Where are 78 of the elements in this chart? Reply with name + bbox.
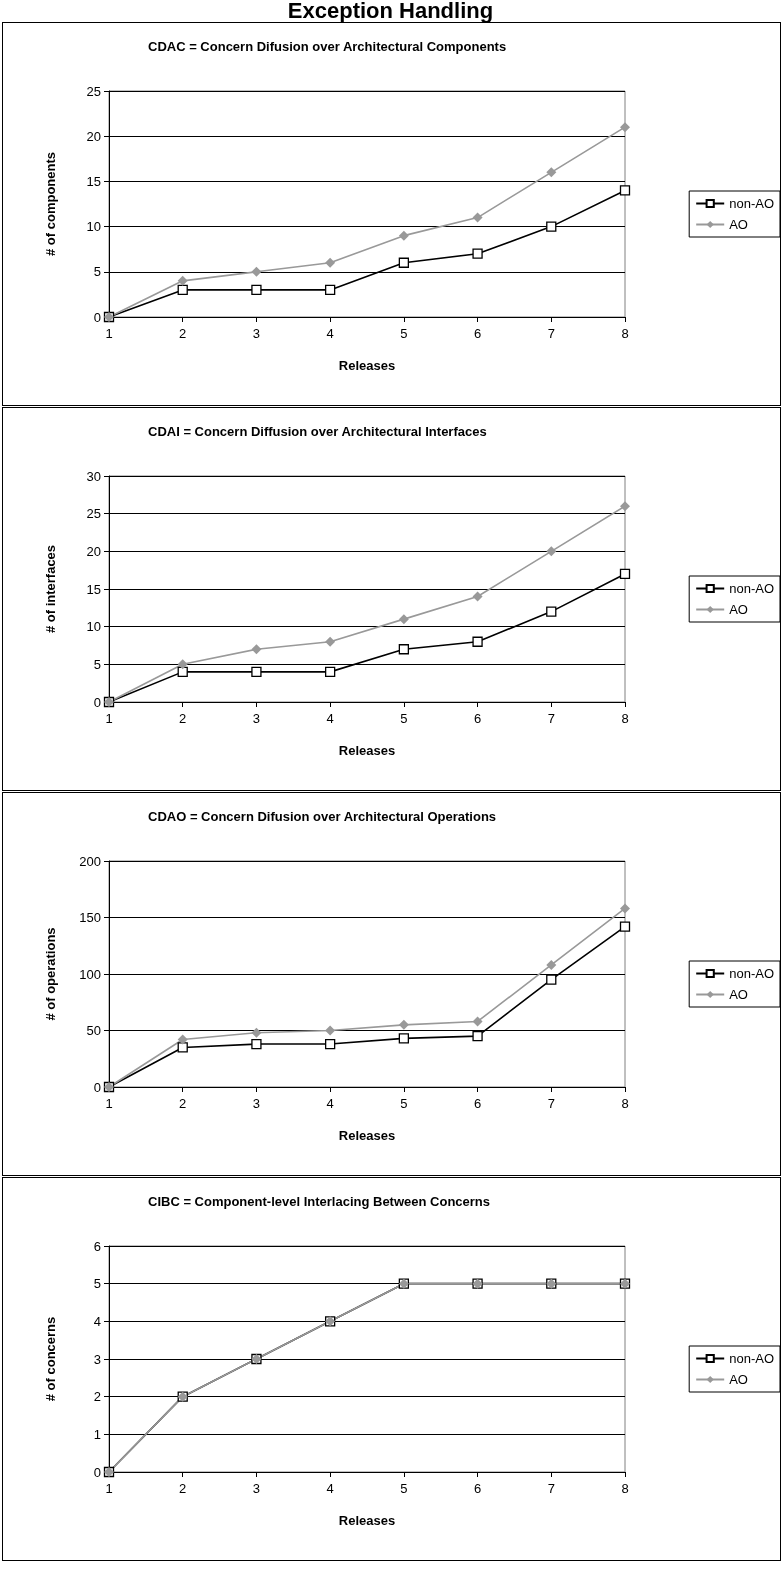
y-tick-label: 10 — [86, 219, 101, 235]
x-tick-label: 7 — [547, 1096, 555, 1111]
x-tick-label: 2 — [179, 326, 187, 341]
chart-title: CDAI = Concern Diffusion over Architectural Interfaces — [148, 424, 487, 439]
legend-label: non-AO — [729, 966, 775, 981]
y-tick-label: 25 — [86, 83, 101, 99]
x-tick-label: 7 — [547, 711, 555, 726]
y-tick-label: 5 — [93, 1276, 101, 1292]
y-tick-label: 15 — [86, 581, 101, 597]
x-tick-label: 5 — [400, 1481, 408, 1496]
chart-title: CDAC = Concern Difusion over Architectural Components — [148, 39, 507, 54]
y-tick-label: 6 — [93, 1238, 101, 1254]
y-tick-label: 5 — [93, 264, 101, 280]
x-tick-label: 8 — [621, 1481, 629, 1496]
y-axis-title: # of interfaces — [43, 544, 58, 634]
y-axis-title: # of components — [43, 151, 58, 257]
y-tick-label: 50 — [86, 1023, 101, 1038]
x-tick-label: 4 — [326, 326, 334, 341]
x-tick-label: 3 — [252, 1481, 261, 1496]
x-tick-label: 4 — [326, 1096, 334, 1111]
y-tick-label: 10 — [86, 619, 101, 635]
x-tick-label: 5 — [400, 711, 408, 726]
y-tick-label: 5 — [93, 656, 101, 672]
legend-label: AO — [729, 987, 748, 1002]
x-tick-label: 3 — [252, 1096, 261, 1111]
y-tick-label: 4 — [93, 1313, 101, 1329]
y-tick-label: 0 — [93, 694, 101, 710]
y-tick-label: 20 — [86, 128, 101, 144]
y-tick-label: 100 — [79, 966, 101, 982]
x-tick-label: 4 — [326, 1481, 334, 1496]
x-tick-label: 7 — [547, 326, 555, 341]
y-tick-label: 150 — [79, 910, 101, 925]
x-tick-label: 2 — [179, 711, 187, 726]
y-tick-label: 20 — [86, 543, 101, 559]
y-tick-label: 3 — [93, 1351, 101, 1367]
x-tick-label: 1 — [105, 711, 113, 726]
x-tick-label: 1 — [105, 1096, 113, 1111]
x-tick-label: 7 — [547, 1481, 555, 1496]
y-tick-label: 0 — [93, 1079, 101, 1095]
x-tick-label: 1 — [105, 1481, 113, 1496]
y-tick-label: 30 — [86, 468, 101, 484]
y-tick-label: 25 — [86, 506, 101, 522]
legend-label: non-AO — [729, 581, 775, 596]
y-tick-label: 200 — [79, 853, 101, 869]
x-tick-label: 3 — [252, 326, 261, 341]
x-tick-label: 6 — [473, 711, 482, 726]
y-axis-title: # of operations — [43, 927, 58, 1021]
y-axis-title: # of concerns — [43, 1316, 58, 1402]
x-tick-label: 1 — [105, 326, 113, 341]
chart-title: CDAO = Concern Difusion over Architectural Operations — [148, 809, 497, 824]
x-tick-label: 8 — [621, 326, 629, 341]
y-tick-label: 0 — [93, 1464, 101, 1480]
x-tick-label: 8 — [621, 711, 629, 726]
text: Exception Handling — [286, 0, 495, 24]
y-tick-label: 0 — [93, 309, 101, 325]
y-tick-label: 15 — [86, 173, 101, 189]
y-tick-label: 2 — [93, 1389, 101, 1405]
y-tick-label: 1 — [93, 1426, 101, 1442]
x-axis-title: Releases — [338, 743, 396, 758]
x-tick-label: 8 — [621, 1096, 629, 1111]
x-tick-label: 6 — [473, 1096, 482, 1111]
x-tick-label: 4 — [326, 711, 334, 726]
x-tick-label: 2 — [179, 1096, 187, 1111]
x-tick-label: 3 — [252, 711, 261, 726]
legend-label: non-AO — [729, 1351, 775, 1366]
legend-label: AO — [729, 217, 748, 232]
chart-title: CIBC = Component-level Interlacing Between Concerns — [148, 1194, 491, 1209]
x-tick-label: 5 — [400, 1096, 408, 1111]
x-tick-label: 2 — [179, 1481, 187, 1496]
legend-label: AO — [729, 602, 748, 617]
x-tick-label: 6 — [473, 326, 482, 341]
x-tick-label: 5 — [400, 326, 408, 341]
x-axis-title: Releases — [338, 358, 396, 373]
legend-label: non-AO — [729, 196, 775, 211]
x-axis-title: Releases — [338, 1513, 396, 1528]
legend-label: AO — [729, 1372, 748, 1387]
x-tick-label: 6 — [473, 1481, 482, 1496]
x-axis-title: Releases — [338, 1128, 396, 1143]
